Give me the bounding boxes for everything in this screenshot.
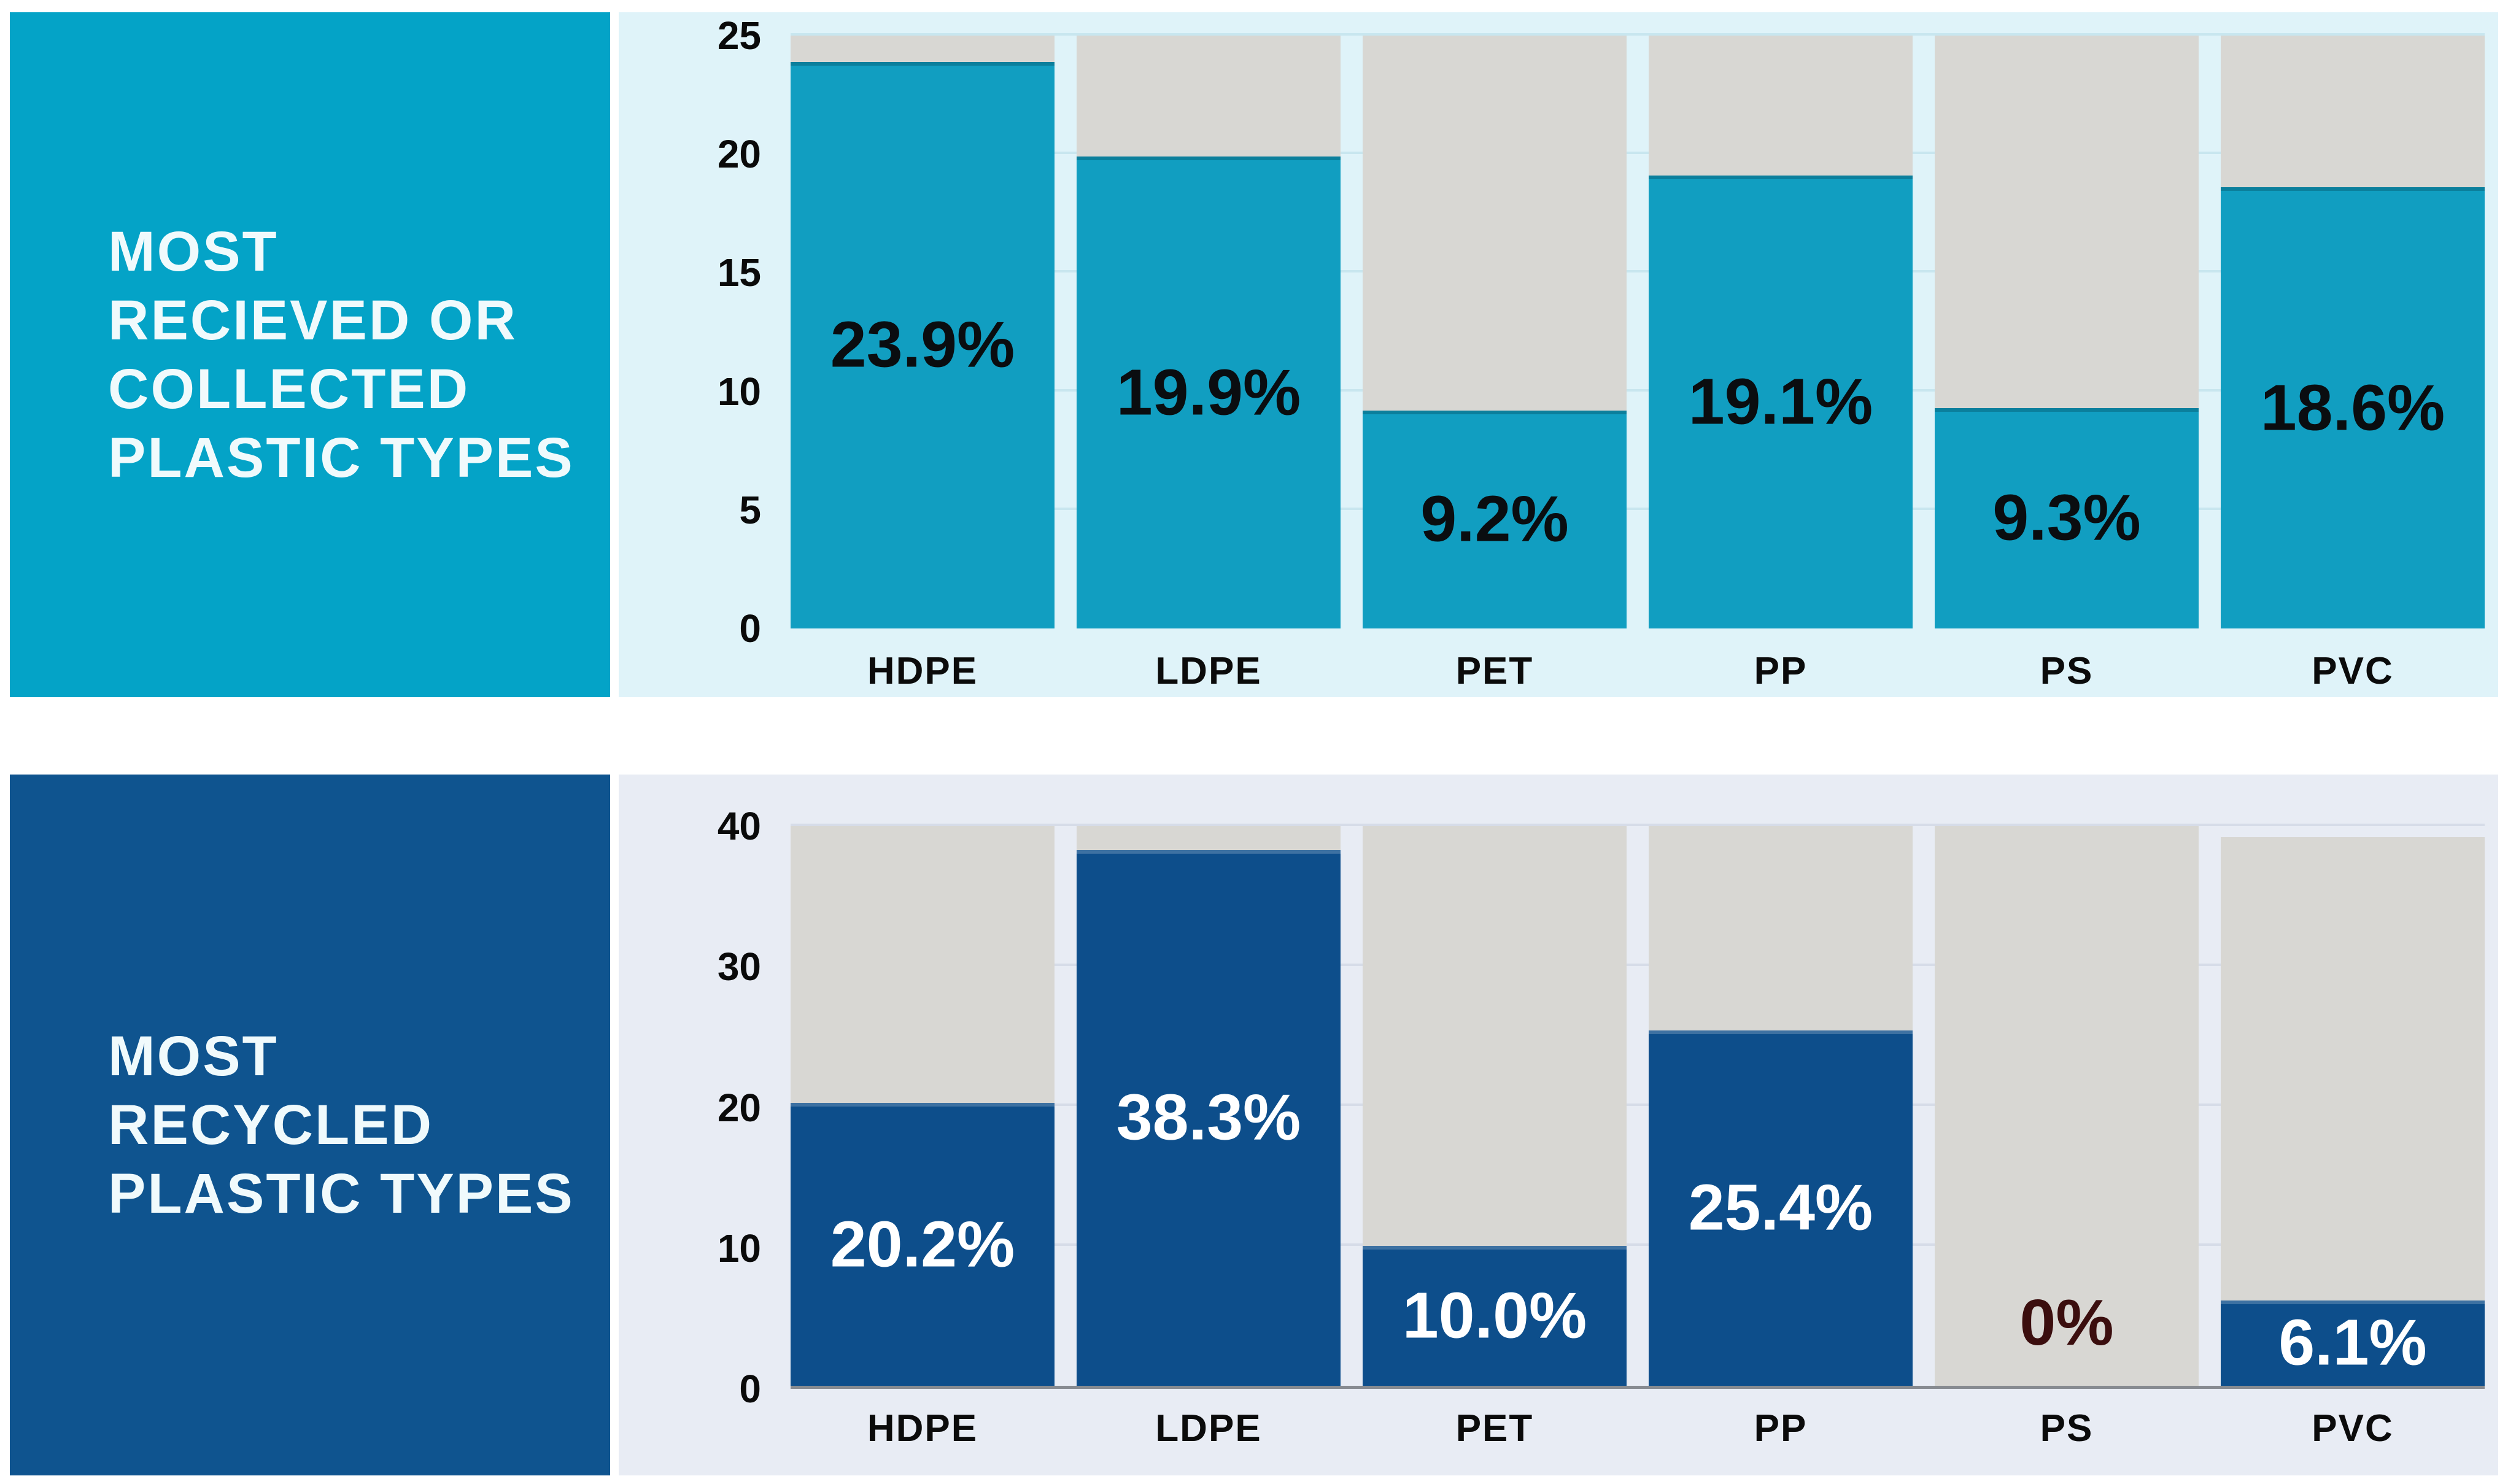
received-chart-panel: 0 5 10 15 20 25 23.9% HDPE bbox=[619, 12, 2498, 697]
value-bar bbox=[1649, 1030, 1913, 1386]
x-axis-label: LDPE bbox=[1155, 650, 1262, 692]
x-axis-label: PVC bbox=[2312, 1407, 2394, 1450]
received-title-line: MOST bbox=[108, 220, 279, 283]
recycled-chart: 0 10 20 30 40 20.2% HDPE bbox=[619, 775, 2498, 1475]
gridline bbox=[791, 152, 2485, 155]
y-tick: 10 bbox=[717, 1226, 761, 1270]
value-bar bbox=[2221, 1300, 2485, 1386]
received-title: MOST RECIEVED OR COLLECTED PLASTIC TYPES bbox=[10, 217, 575, 492]
background-bar bbox=[1935, 826, 2199, 1386]
gridline bbox=[791, 1243, 2485, 1246]
recycled-bar-group-ldpe: 38.3% LDPE bbox=[1077, 826, 1341, 1450]
received-y-axis: 0 5 10 15 20 25 bbox=[619, 14, 761, 651]
recycled-bar-group-pvc: 6.1% PVC bbox=[2221, 826, 2485, 1450]
value-bar bbox=[1077, 849, 1341, 1386]
value-bar bbox=[1935, 408, 2199, 628]
value-bar bbox=[1363, 410, 1627, 628]
y-tick: 20 bbox=[717, 132, 761, 177]
received-chart: 0 5 10 15 20 25 23.9% HDPE bbox=[619, 12, 2498, 697]
gridline bbox=[791, 507, 2485, 510]
received-bar-group-pet: 9.2% PET bbox=[1363, 36, 1627, 692]
x-axis-label: LDPE bbox=[1155, 1407, 1262, 1450]
y-tick: 5 bbox=[739, 487, 761, 532]
recycled-title-line: RECYCLED bbox=[108, 1094, 434, 1156]
received-title-line: COLLECTED bbox=[108, 358, 470, 420]
x-axis-label: HDPE bbox=[867, 1407, 978, 1450]
recycled-section: MOST RECYCLED PLASTIC TYPES 0 10 20 30 4… bbox=[10, 775, 2498, 1475]
received-title-line: RECIEVED OR bbox=[108, 289, 517, 352]
recycled-title-line: PLASTIC TYPES bbox=[108, 1162, 575, 1225]
received-bar-group-pvc: 18.6% PVC bbox=[2221, 36, 2485, 692]
recycled-title-panel: MOST RECYCLED PLASTIC TYPES bbox=[10, 775, 610, 1475]
value-label: 23.9% bbox=[830, 308, 1015, 381]
recycled-bar-group-pet: 10.0% PET bbox=[1363, 826, 1627, 1450]
recycled-y-axis: 0 10 20 30 40 bbox=[619, 804, 761, 1411]
received-bar-group-ldpe: 19.9% LDPE bbox=[1077, 36, 1341, 692]
value-label: 18.6% bbox=[2260, 371, 2445, 444]
recycled-chart-panel: 0 10 20 30 40 20.2% HDPE bbox=[619, 775, 2498, 1475]
background-bar bbox=[2221, 837, 2485, 1386]
x-axis-label: PP bbox=[1754, 650, 1808, 692]
y-tick: 40 bbox=[717, 804, 761, 848]
y-tick: 0 bbox=[739, 1367, 761, 1411]
value-label: 19.1% bbox=[1688, 365, 1873, 438]
received-section: MOST RECIEVED OR COLLECTED PLASTIC TYPES… bbox=[10, 12, 2498, 697]
recycled-bar-group-hdpe: 20.2% HDPE bbox=[791, 826, 1055, 1450]
x-axis-label: PS bbox=[2040, 1407, 2094, 1450]
value-label: 0% bbox=[2019, 1286, 2114, 1359]
value-label: 9.2% bbox=[1420, 482, 1569, 555]
gridline bbox=[791, 1103, 2485, 1106]
y-tick: 20 bbox=[717, 1085, 761, 1130]
value-label: 25.4% bbox=[1688, 1171, 1873, 1244]
recycled-title: MOST RECYCLED PLASTIC TYPES bbox=[10, 1022, 575, 1228]
y-tick: 30 bbox=[717, 945, 761, 989]
value-bar bbox=[1649, 175, 1913, 628]
value-label: 19.9% bbox=[1116, 356, 1301, 429]
received-bar-group-pp: 19.1% PP bbox=[1649, 36, 1913, 692]
recycled-title-line: MOST bbox=[108, 1025, 279, 1088]
x-axis-label: PET bbox=[1455, 650, 1534, 692]
received-bar-group-ps: 9.3% PS bbox=[1935, 36, 2199, 692]
recycled-bar-group-pp: 25.4% PP bbox=[1649, 826, 1913, 1450]
value-label: 9.3% bbox=[1992, 481, 2141, 554]
value-bar bbox=[791, 61, 1055, 628]
y-tick: 0 bbox=[739, 606, 761, 651]
recycled-bar-group-ps: 0% PS bbox=[1935, 826, 2199, 1450]
value-bar bbox=[1363, 1246, 1627, 1386]
value-bar bbox=[2221, 187, 2485, 628]
value-bar bbox=[791, 1103, 1055, 1386]
gridline bbox=[791, 824, 2485, 826]
y-tick: 15 bbox=[717, 250, 761, 295]
value-label: 38.3% bbox=[1116, 1081, 1301, 1154]
x-axis-label: PET bbox=[1455, 1407, 1534, 1450]
x-axis-label: HDPE bbox=[867, 650, 978, 692]
y-tick: 10 bbox=[717, 369, 761, 414]
value-label: 6.1% bbox=[2278, 1306, 2427, 1379]
gridline bbox=[791, 388, 2485, 392]
gridline bbox=[791, 33, 2485, 36]
recycled-plot-area: 20.2% HDPE 38.3% LDPE 10.0% PET bbox=[791, 824, 2485, 1450]
x-axis-label: PP bbox=[1754, 1407, 1808, 1450]
value-label: 20.2% bbox=[830, 1208, 1015, 1281]
y-tick: 25 bbox=[717, 14, 761, 58]
x-axis-label: PS bbox=[2040, 650, 2094, 692]
value-bar bbox=[1077, 157, 1341, 628]
received-plot-area: 23.9% HDPE 19.9% LDPE 9.2% PET bbox=[791, 33, 2485, 692]
received-title-line: PLASTIC TYPES bbox=[108, 427, 575, 489]
gridline bbox=[791, 964, 2485, 966]
received-bar-group-hdpe: 23.9% HDPE bbox=[791, 36, 1055, 692]
value-label: 10.0% bbox=[1402, 1279, 1587, 1352]
gridline bbox=[791, 270, 2485, 273]
x-axis-label: PVC bbox=[2312, 650, 2394, 692]
received-title-panel: MOST RECIEVED OR COLLECTED PLASTIC TYPES bbox=[10, 12, 610, 697]
